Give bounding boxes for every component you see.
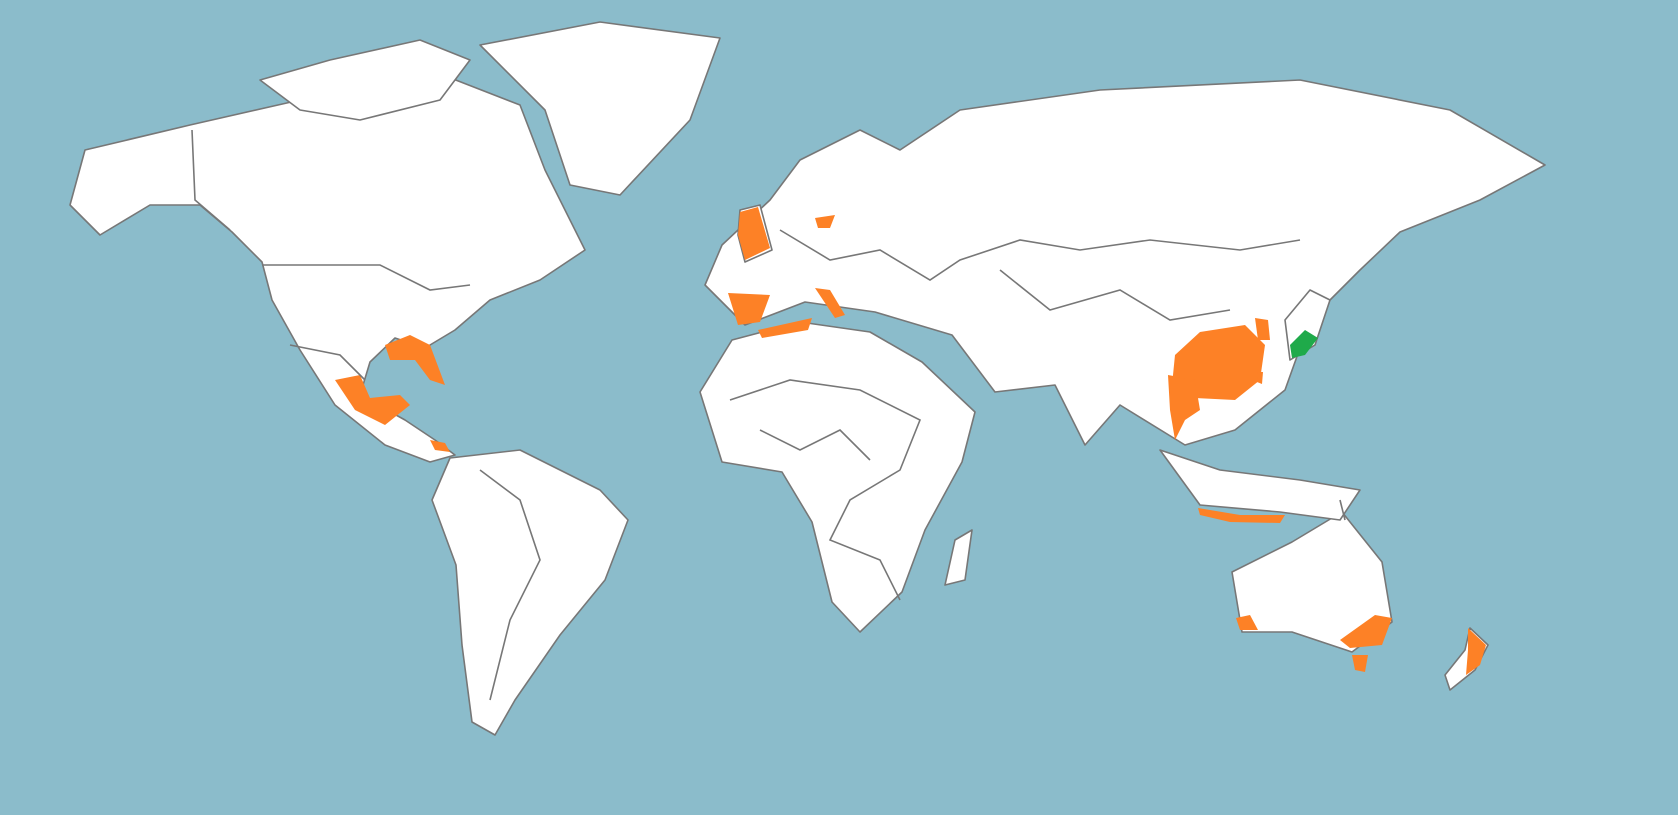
landmass-eurasia — [704, 79, 1546, 446]
region-japan — [1290, 330, 1318, 358]
landmass-arctic-islands — [259, 39, 471, 121]
landmass-madagascar — [944, 529, 973, 586]
landmass-indonesia — [1159, 449, 1361, 521]
region-mexico — [335, 375, 410, 425]
region-sweden-south — [815, 215, 835, 228]
region-new-zealand-north — [1466, 628, 1486, 675]
region-thailand — [1168, 375, 1200, 440]
landmass-australia — [1231, 511, 1393, 653]
region-java — [1198, 508, 1285, 523]
region-china — [1172, 325, 1265, 400]
region-southwest-australia — [1236, 615, 1258, 630]
region-uk — [738, 207, 770, 260]
landmass-africa — [699, 321, 976, 633]
country-borders — [191, 129, 1346, 701]
region-spain — [728, 293, 770, 325]
landmasses — [69, 21, 1546, 736]
region-korea — [1255, 318, 1270, 340]
region-italy — [815, 288, 845, 318]
region-tasmania — [1352, 655, 1368, 672]
region-panama — [430, 440, 450, 452]
region-southeast-australia — [1340, 615, 1392, 648]
landmass-south-america — [431, 449, 629, 736]
region-north-africa — [758, 318, 812, 338]
region-taiwan — [1257, 372, 1263, 384]
highlighted-regions — [335, 207, 1486, 675]
region-us-gulf — [385, 335, 445, 385]
landmass-greenland — [479, 21, 721, 196]
